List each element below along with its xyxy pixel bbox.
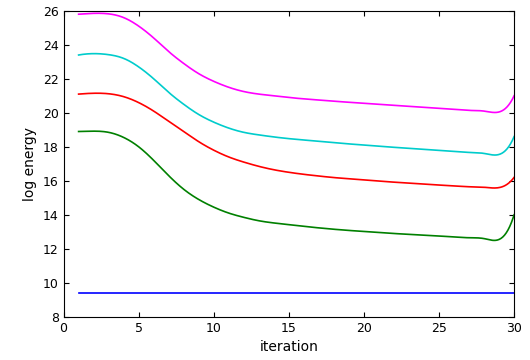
Y-axis label: log energy: log energy bbox=[23, 127, 37, 201]
X-axis label: iteration: iteration bbox=[259, 340, 319, 354]
